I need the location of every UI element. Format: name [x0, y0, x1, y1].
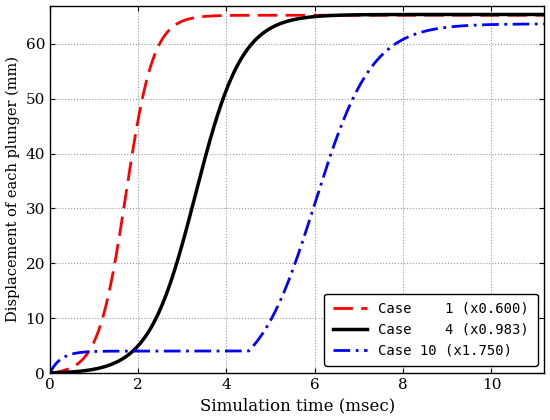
Case 10 (x1.750): [369, 63, 376, 68]
Case    4 (x0.983): [369, 12, 376, 17]
Case    1 (x0.600): [47, 370, 53, 375]
Line: Case    4 (x0.983): Case 4 (x0.983): [50, 14, 550, 373]
Case 10 (x1.750): [423, 29, 430, 34]
Case    1 (x0.600): [347, 13, 354, 18]
Case    4 (x0.983): [230, 70, 237, 75]
Case 10 (x1.750): [230, 349, 237, 354]
Case 10 (x1.750): [47, 370, 53, 375]
Case    4 (x0.983): [347, 13, 354, 18]
Case 10 (x1.750): [347, 102, 354, 107]
Y-axis label: Displacement of each plunger (mm): Displacement of each plunger (mm): [6, 56, 20, 322]
Line: Case 10 (x1.750): Case 10 (x1.750): [50, 24, 550, 373]
Case 10 (x1.750): [72, 351, 79, 356]
Case    4 (x0.983): [47, 370, 53, 375]
Case    4 (x0.983): [423, 12, 430, 17]
Case    1 (x0.600): [450, 13, 456, 18]
Case    4 (x0.983): [450, 12, 456, 17]
Case    4 (x0.983): [72, 369, 79, 374]
Line: Case    1 (x0.600): Case 1 (x0.600): [50, 15, 550, 373]
Case    1 (x0.600): [369, 13, 376, 18]
Case    1 (x0.600): [423, 13, 430, 18]
Legend: Case    1 (x0.600), Case    4 (x0.983), Case 10 (x1.750): Case 1 (x0.600), Case 4 (x0.983), Case 1…: [324, 294, 537, 366]
Case 10 (x1.750): [450, 24, 456, 29]
X-axis label: Simulation time (msec): Simulation time (msec): [200, 397, 395, 415]
Case    1 (x0.600): [230, 13, 237, 18]
Case    1 (x0.600): [72, 363, 79, 368]
